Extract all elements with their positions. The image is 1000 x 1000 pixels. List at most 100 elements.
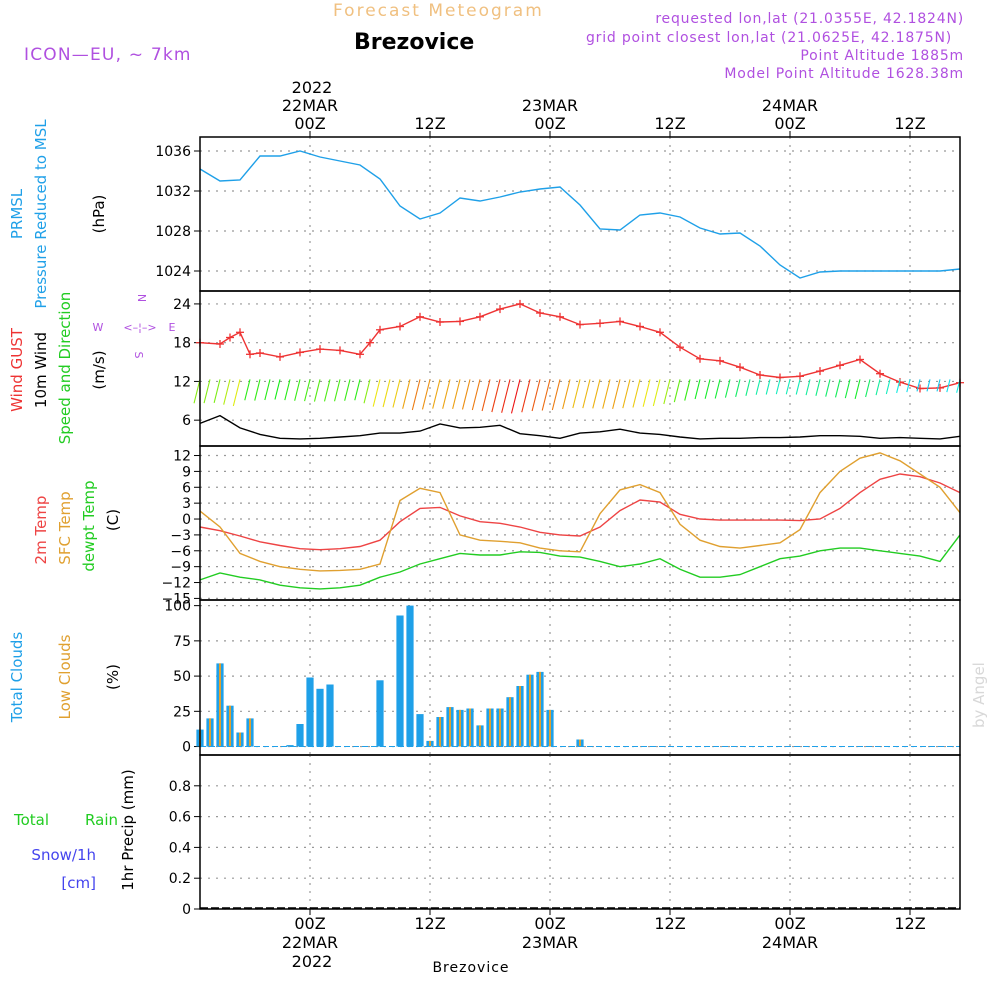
series-line-sfc-temp [199, 452, 961, 572]
ylabel-sfc-temp: SFC Temp [56, 491, 74, 564]
series-line-2m-temp [199, 473, 961, 551]
wind-arrow [372, 379, 381, 407]
ytick-label: 50 [173, 669, 191, 685]
bottom-hour-label: 00Z [534, 914, 565, 933]
compass-west: W [93, 321, 104, 334]
wind-arrow [521, 379, 531, 413]
wind-arrow [745, 379, 751, 396]
ytick-label: 0 [182, 512, 191, 528]
ytick-label: −3 [170, 528, 191, 544]
gust-marker [576, 320, 584, 329]
panel-precip: 0 0.2 0.4 0.6 0.8 [169, 754, 961, 918]
gust-marker [696, 354, 704, 363]
gust-marker [236, 328, 244, 337]
ytick-label: 24 [173, 297, 191, 313]
cloud-bar-low [579, 739, 581, 747]
gust-marker [246, 350, 254, 359]
ylabel-total-clouds: Total Clouds [8, 632, 26, 724]
station-title: Brezovice [354, 30, 474, 55]
wind-arrow [284, 379, 291, 401]
bottom-date-label: 22MAR [282, 933, 338, 952]
bottom-hour-label: 00Z [774, 914, 805, 933]
legend-cm: [cm] [61, 874, 96, 892]
wind-arrow [442, 379, 451, 409]
wind-arrow [602, 379, 611, 409]
gust-marker [536, 309, 544, 317]
cloud-bar-total [316, 688, 324, 747]
ylabel-speed-direction: Speed and Direction [56, 292, 74, 445]
wind-arrow [541, 379, 551, 411]
wind-arrow [223, 379, 231, 405]
ytick-label: 1036 [155, 144, 191, 160]
wind-arrow [232, 379, 241, 407]
wind-arrow [531, 379, 541, 412]
gust-marker [596, 319, 604, 328]
footer-station: Brezovice [432, 960, 509, 976]
compass-arrows: <–¦–> [123, 321, 156, 334]
panel-pressure: 1024 1028 1032 1036 [155, 136, 961, 292]
watermark: by Angel [970, 662, 988, 728]
compass-north: N [135, 294, 148, 302]
top-hour-label: 12Z [414, 114, 445, 133]
ytick-label: 12 [173, 374, 191, 390]
wind-arrow [501, 379, 511, 413]
cloud-bar-low [539, 671, 541, 747]
compass-rose: W <–¦–> E N S [93, 294, 176, 359]
wind-arrow [825, 379, 831, 397]
ytick-label: 6 [182, 413, 191, 429]
ytick-label: 6 [182, 480, 191, 496]
cloud-bar-low [209, 718, 211, 747]
wind-arrow [906, 379, 911, 393]
ytick-label: 0 [182, 902, 191, 918]
ylabel-ms: (m/s) [90, 350, 108, 389]
panel-labels: PRMSL Pressure Reduced to MSL (hPa) Wind GU… [8, 119, 176, 892]
wind-arrow [354, 379, 361, 401]
ytick-label: 12 [173, 449, 191, 465]
wind-arrow [402, 379, 411, 409]
wind-arrow [562, 379, 571, 410]
wind-arrow [592, 379, 601, 409]
gust-marker [356, 350, 364, 359]
gust-marker [436, 318, 444, 326]
wind-arrow [694, 379, 701, 400]
panel-wind: 6 12 18 24 [173, 290, 964, 447]
cloud-bar-total [416, 714, 424, 747]
gust-marker [376, 325, 384, 334]
wind-arrow [673, 379, 681, 403]
wind-arrow [765, 379, 771, 395]
gust-marker [366, 338, 374, 347]
wind-arrow [481, 379, 491, 412]
cloud-bar-low [239, 732, 241, 747]
wind-arrow [392, 379, 401, 408]
panel-frame [199, 445, 961, 601]
cloud-bar-low [219, 663, 221, 747]
legend-snow: Snow/1h [31, 846, 96, 864]
wind-arrow [896, 379, 901, 394]
wind-arrow [815, 379, 821, 396]
wind-arrow [323, 379, 331, 402]
gust-marker [496, 305, 504, 314]
panel-frame [199, 754, 961, 910]
requested-coords: requested lon,lat (21.0355E, 42.1824N) [655, 11, 964, 27]
cloud-bar-total [376, 680, 384, 747]
cloud-bar-low [489, 708, 491, 747]
cloud-bar-total [396, 615, 404, 747]
ytick-label: −15 [161, 591, 191, 607]
wind-arrow [854, 379, 861, 399]
compass-south: S [132, 352, 145, 359]
ytick-label: −6 [170, 544, 191, 560]
ylabel-prmsl: PRMSL [8, 188, 26, 239]
series-line-wind-gust [199, 303, 961, 390]
wind-arrow [632, 379, 641, 408]
wind-arrow [775, 379, 781, 395]
bottom-date-label: 24MAR [762, 933, 818, 952]
wind-arrow [193, 379, 201, 404]
bottom-date-label: 23MAR [522, 933, 578, 952]
gust-marker [616, 317, 624, 326]
cloud-bar-total [326, 684, 334, 747]
top-year-label: 2022 [292, 78, 333, 97]
gust-marker [416, 312, 424, 321]
